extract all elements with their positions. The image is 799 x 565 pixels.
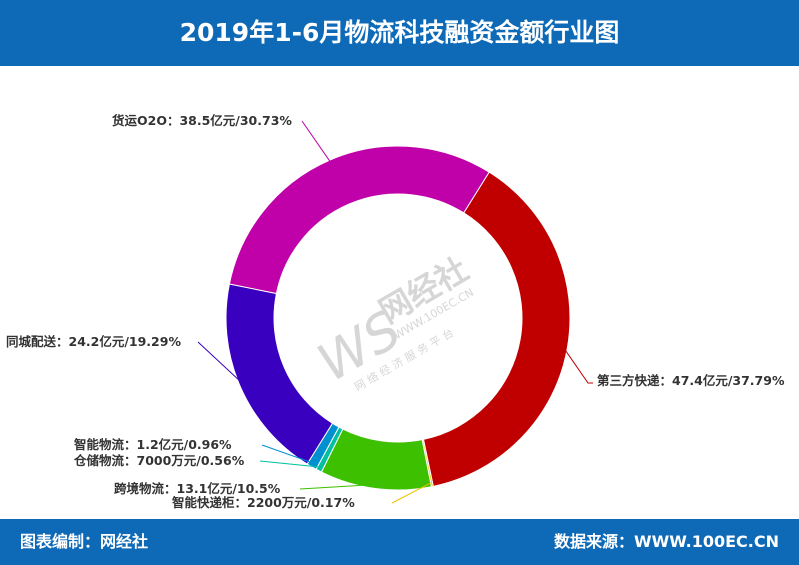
leader-跨境物流 [299,484,376,490]
watermark: WS 网经社 WWW.100EC.CN 网 络 经 济 服 务 平 台 [308,250,476,394]
leader-仓储物流 [259,460,321,468]
slice-同城配送 [225,283,334,465]
leader-同城配送 [197,341,245,385]
leader-智能物流 [261,444,314,464]
label-仓储物流: 仓储物流：7000万元/0.56% [73,453,245,468]
donut-slices [225,145,571,491]
label-同城配送: 同城配送：24.2亿元/19.29% [6,334,181,349]
chart-title: 2019年1-6月物流科技融资金额行业图 [179,18,620,47]
leader-智能快递柜 [391,482,432,504]
footer-source-credit: 图表编制：网经社 [20,532,149,551]
slice-第三方快递 [422,171,571,487]
label-智能快递柜: 智能快递柜：2200万元/0.17% [171,495,355,510]
label-货运O2O: 货运O2O：38.5亿元/30.73% [112,113,292,128]
slice-labels: 第三方快递：47.4亿元/37.79% 智能快递柜：2200万元/0.17%跨境物… [6,113,785,510]
slice-货运O2O [228,145,490,295]
label-第三方快递: 第三方快递：47.4亿元/37.79% [597,373,785,388]
leader-货运O2O [301,120,332,164]
leader-lines [197,120,593,504]
footer-data-source: 数据来源：WWW.100EC.CN [553,532,779,551]
label-智能物流: 智能物流：1.2亿元/0.96% [73,437,232,452]
label-跨境物流: 跨境物流：13.1亿元/10.5% [114,481,281,496]
leader-第三方快递 [562,347,593,384]
donut-chart: WS 网经社 WWW.100EC.CN 网 络 经 济 服 务 平 台 第三方快… [6,113,785,510]
footer-bar: 图表编制：网经社 数据来源：WWW.100EC.CN [0,519,799,565]
header-bar: 2019年1-6月物流科技融资金额行业图 [0,0,799,66]
